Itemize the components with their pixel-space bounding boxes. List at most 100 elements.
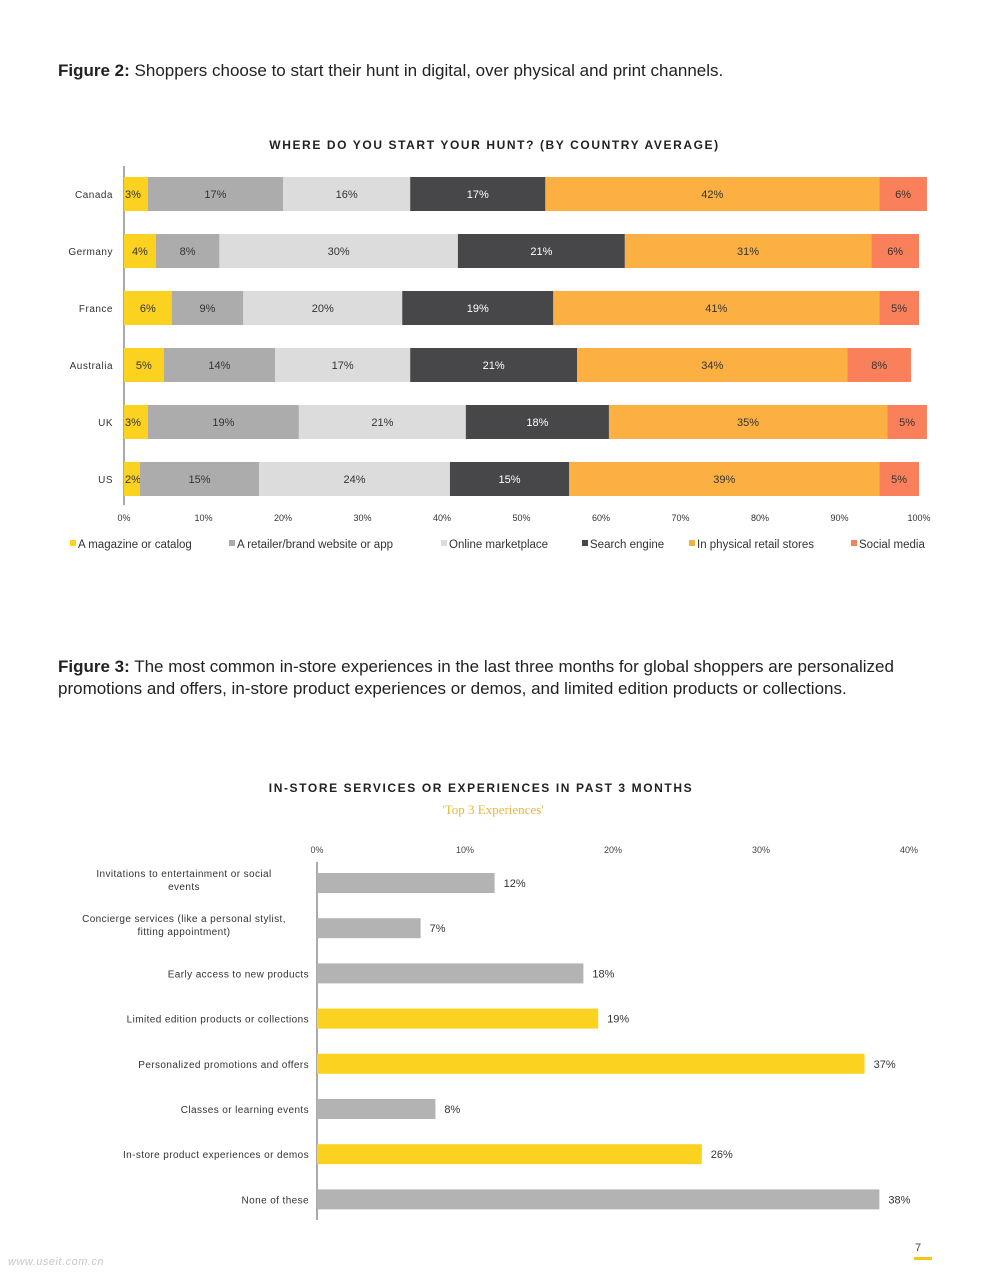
chart1-data-label: 39% (713, 474, 735, 486)
chart1-bar-segment (171, 291, 244, 325)
chart1-data-label: 19% (467, 303, 489, 315)
chart2-bar (317, 1144, 702, 1165)
chart1-data-label: 2% (125, 474, 141, 486)
chart1-data-label: 15% (189, 474, 211, 486)
chart1-data-label: 6% (895, 189, 911, 201)
chart1-data-label: 17% (204, 189, 226, 201)
chart1-data-label: 17% (332, 360, 354, 372)
chart1-x-tick-label: 70% (671, 513, 689, 523)
chart1-data-label: 18% (526, 417, 548, 429)
chart1-data-label: 5% (899, 417, 915, 429)
chart1-data-label: 21% (483, 360, 505, 372)
chart2-category-label: None of these (242, 1195, 310, 1206)
chart1-bar-segment (124, 177, 148, 211)
chart1-bar-segment (457, 234, 625, 268)
chart1-data-label: 5% (136, 360, 152, 372)
chart2-data-label: 8% (444, 1104, 460, 1116)
chart2-x-tick-label: 10% (456, 845, 474, 855)
chart1-data-label: 20% (312, 303, 334, 315)
chart1-data-label: 41% (705, 303, 727, 315)
chart2-data-label: 26% (711, 1149, 733, 1161)
chart1-bar-segment (402, 291, 554, 325)
chart2-category-label: Classes or learning events (181, 1105, 309, 1116)
chart1-data-label: 6% (887, 246, 903, 258)
chart2-data-label: 7% (430, 923, 446, 935)
figure-3-caption-text: The most common in-store experiences in … (58, 657, 894, 698)
figure-2-caption: Figure 2: Shoppers choose to start their… (58, 60, 938, 82)
watermark: www.useit.com.cn (8, 1256, 105, 1268)
chart1-category-label: US (98, 475, 113, 486)
chart1-x-tick-label: 80% (751, 513, 769, 523)
chart1-data-label: 17% (467, 189, 489, 201)
chart1-data-label: 14% (208, 360, 230, 372)
chart1-x-tick-label: 10% (194, 513, 212, 523)
chart2-bar (317, 963, 584, 984)
chart2-data-label: 18% (592, 968, 614, 980)
chart1-legend-label: In physical retail stores (697, 539, 814, 551)
chart2-data-label: 19% (607, 1014, 629, 1026)
chart1-bar-segment (163, 348, 276, 382)
page-number: 7 (915, 1242, 922, 1254)
chart1-category-label: Canada (75, 190, 113, 201)
chart2-data-label: 38% (888, 1194, 910, 1206)
chart2-category-label: Early access to new products (168, 969, 309, 980)
chart1-bar-segment (147, 405, 299, 439)
chart1-data-label: 21% (371, 417, 393, 429)
chart1-bar-segment (887, 405, 927, 439)
chart2-x-tick-label: 20% (604, 845, 622, 855)
chart1-data-label: 5% (891, 303, 907, 315)
chart1-bar-segment (124, 234, 156, 268)
chart2-data-label: 37% (874, 1059, 896, 1071)
chart1-x-tick-label: 20% (274, 513, 292, 523)
chart1-bar-segment (124, 462, 140, 496)
chart1-data-label: 24% (344, 474, 366, 486)
chart1-title: WHERE DO YOU START YOUR HUNT? (BY COUNTR… (269, 138, 720, 152)
chart1-bar-segment (577, 348, 848, 382)
chart1-data-label: 21% (530, 246, 552, 258)
chart1-data-label: 34% (701, 360, 723, 372)
chart1-data-label: 31% (737, 246, 759, 258)
chart1-data-label: 6% (140, 303, 156, 315)
chart1-bar-segment (871, 234, 919, 268)
chart2-bar (317, 1053, 865, 1074)
chart1-bar-segment (124, 291, 172, 325)
chart2-x-tick-label: 40% (900, 845, 918, 855)
chart1-data-label: 42% (701, 189, 723, 201)
chart1-data-label: 3% (125, 189, 141, 201)
chart1-category-label: UK (98, 418, 113, 429)
chart2-category-label: Invitations to entertainment or social ev… (96, 869, 271, 893)
chart1-x-tick-label: 40% (433, 513, 451, 523)
figure-2-label: Figure 2: (58, 61, 130, 80)
chart1-bar-segment (139, 462, 260, 496)
chart1-bar-segment (624, 234, 872, 268)
chart1-legend-swatch (229, 540, 235, 546)
chart1-bar-segment (545, 177, 880, 211)
chart1-data-label: 16% (336, 189, 358, 201)
chart1-data-label: 35% (737, 417, 759, 429)
chart1-x-tick-label: 30% (353, 513, 371, 523)
chart2-category-label: Concierge services (like a personal styl… (82, 914, 286, 938)
figure-3-caption: Figure 3: The most common in-store exper… (58, 656, 938, 699)
chart1-data-label: 8% (180, 246, 196, 258)
chart1-bar-segment (553, 291, 880, 325)
chart2-x-tick-label: 0% (310, 845, 323, 855)
chart1-bar-segment (608, 405, 888, 439)
figure-2-caption-text: Shoppers choose to start their hunt in d… (134, 61, 724, 80)
chart1-bar-segment (147, 177, 283, 211)
chart2-bar (317, 1099, 436, 1119)
chart1-legend-swatch (582, 540, 588, 546)
chart1-bar-segment (275, 348, 411, 382)
chart1-legend-label: A retailer/brand website or app (237, 539, 393, 551)
chart1-data-label: 15% (499, 474, 521, 486)
chart1-bar-segment (259, 462, 450, 496)
chart1-legend-swatch (70, 540, 76, 546)
chart1-bar-segment (410, 177, 546, 211)
chart1-data-label: 30% (328, 246, 350, 258)
chart2-category-label: Personalized promotions and offers (138, 1060, 309, 1071)
chart1-legend-label: A magazine or catalog (78, 539, 192, 551)
chart2-category-label: Limited edition products or collections (127, 1015, 309, 1026)
chart1-bar-segment (298, 405, 466, 439)
chart2-data-label: 12% (504, 878, 526, 890)
chart2-bar (317, 1008, 599, 1029)
chart1-legend-label: Online marketplace (449, 539, 548, 551)
